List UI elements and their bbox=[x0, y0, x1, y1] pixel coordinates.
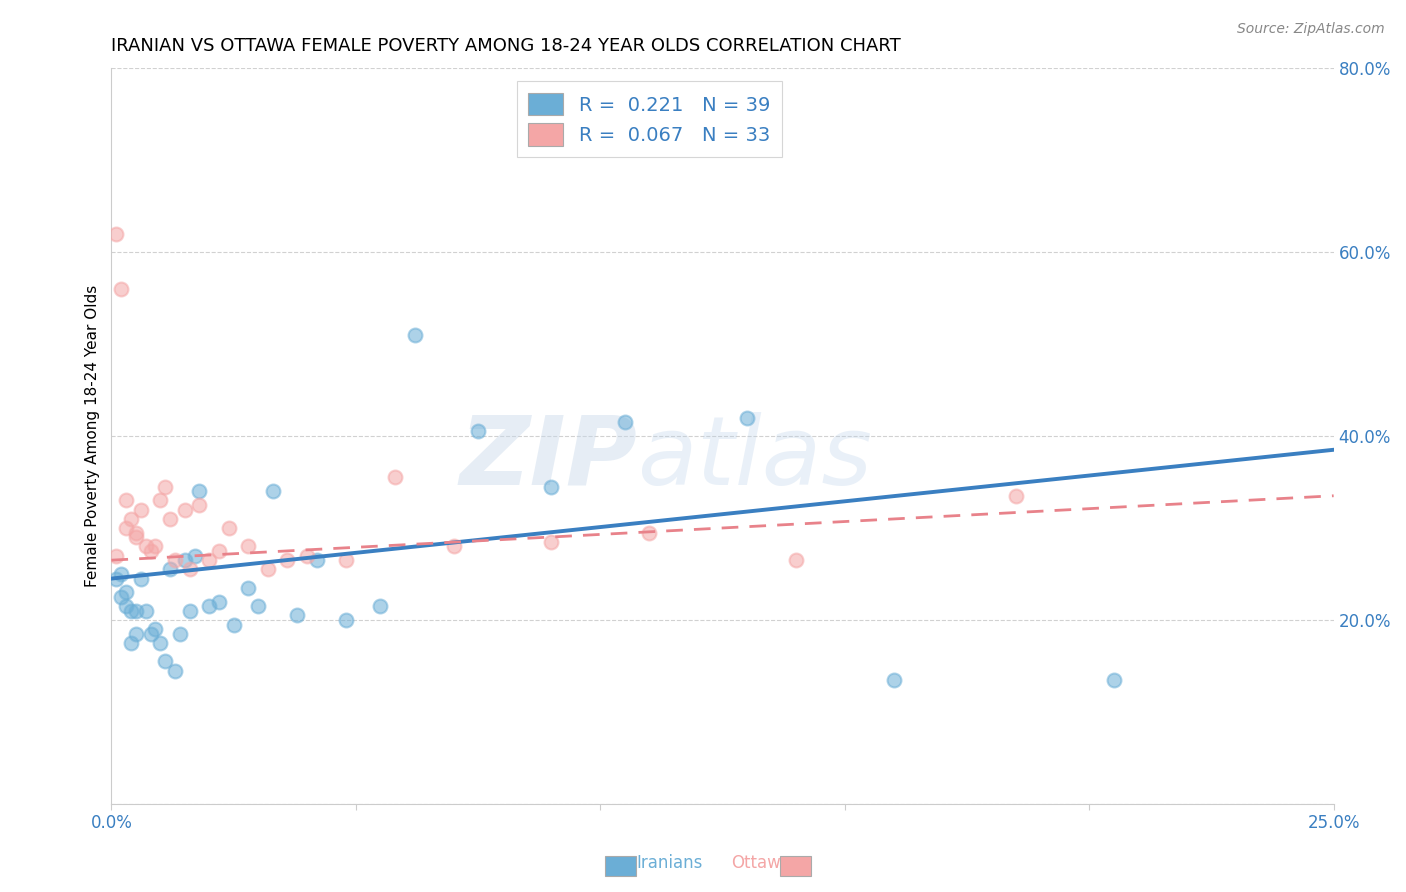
Point bbox=[149, 493, 172, 508]
Point bbox=[208, 544, 231, 558]
Point bbox=[404, 327, 426, 342]
Point bbox=[163, 553, 186, 567]
Point bbox=[149, 636, 172, 650]
Point bbox=[169, 627, 191, 641]
Text: Iranians: Iranians bbox=[637, 855, 703, 872]
Point bbox=[218, 521, 240, 535]
Point bbox=[115, 599, 138, 614]
Point bbox=[613, 415, 636, 429]
Point bbox=[222, 617, 245, 632]
Point bbox=[179, 562, 201, 576]
Point bbox=[384, 470, 406, 484]
Point bbox=[105, 227, 128, 241]
Point bbox=[179, 604, 201, 618]
Point bbox=[183, 549, 205, 563]
Point bbox=[295, 549, 318, 563]
Point bbox=[145, 540, 167, 554]
Point bbox=[467, 425, 489, 439]
Point bbox=[153, 654, 176, 668]
Point bbox=[247, 599, 270, 614]
Point bbox=[105, 572, 128, 586]
Point bbox=[153, 479, 176, 493]
Point bbox=[120, 636, 142, 650]
Point bbox=[540, 479, 562, 493]
Point bbox=[785, 553, 807, 567]
Point bbox=[125, 604, 148, 618]
Point bbox=[120, 604, 142, 618]
Point bbox=[139, 544, 162, 558]
Point bbox=[208, 594, 231, 608]
Point bbox=[120, 512, 142, 526]
Point bbox=[125, 627, 148, 641]
Point bbox=[159, 562, 181, 576]
Point bbox=[368, 599, 391, 614]
Point bbox=[238, 581, 260, 595]
Point bbox=[173, 502, 195, 516]
Point bbox=[335, 613, 357, 627]
Point bbox=[115, 493, 138, 508]
Point bbox=[125, 530, 148, 544]
Point bbox=[883, 673, 905, 687]
Point bbox=[257, 562, 280, 576]
Point bbox=[110, 590, 132, 604]
Point bbox=[638, 525, 661, 540]
Point bbox=[110, 282, 132, 296]
Point bbox=[540, 534, 562, 549]
Point bbox=[115, 521, 138, 535]
Point bbox=[110, 566, 132, 581]
Point bbox=[115, 585, 138, 599]
Text: Source: ZipAtlas.com: Source: ZipAtlas.com bbox=[1237, 22, 1385, 37]
Point bbox=[335, 553, 357, 567]
Text: Ottawa: Ottawa bbox=[731, 855, 792, 872]
Point bbox=[129, 572, 152, 586]
Y-axis label: Female Poverty Among 18-24 Year Olds: Female Poverty Among 18-24 Year Olds bbox=[86, 285, 100, 587]
Text: atlas: atlas bbox=[637, 411, 872, 505]
Point bbox=[276, 553, 298, 567]
FancyBboxPatch shape bbox=[605, 856, 636, 876]
Point bbox=[135, 540, 157, 554]
Point bbox=[135, 604, 157, 618]
Point bbox=[262, 484, 284, 499]
Point bbox=[188, 498, 211, 512]
Point bbox=[305, 553, 328, 567]
FancyBboxPatch shape bbox=[780, 856, 811, 876]
Legend: R =  0.221   N = 39, R =  0.067   N = 33: R = 0.221 N = 39, R = 0.067 N = 33 bbox=[516, 81, 782, 157]
Point bbox=[238, 540, 260, 554]
Point bbox=[198, 553, 221, 567]
Point bbox=[163, 664, 186, 678]
Point bbox=[735, 410, 758, 425]
Text: IRANIAN VS OTTAWA FEMALE POVERTY AMONG 18-24 YEAR OLDS CORRELATION CHART: IRANIAN VS OTTAWA FEMALE POVERTY AMONG 1… bbox=[111, 37, 901, 55]
Point bbox=[139, 627, 162, 641]
Text: ZIP: ZIP bbox=[460, 411, 637, 505]
Point bbox=[105, 549, 128, 563]
Point bbox=[159, 512, 181, 526]
Point bbox=[1005, 489, 1028, 503]
Point bbox=[198, 599, 221, 614]
Point bbox=[125, 525, 148, 540]
Point bbox=[285, 608, 308, 623]
Point bbox=[173, 553, 195, 567]
Point bbox=[145, 622, 167, 636]
Point bbox=[443, 540, 465, 554]
Point bbox=[129, 502, 152, 516]
Point bbox=[188, 484, 211, 499]
Point bbox=[1102, 673, 1125, 687]
